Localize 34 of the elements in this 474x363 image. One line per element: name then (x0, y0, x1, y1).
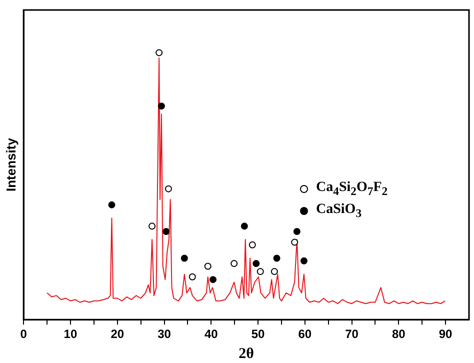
point (270, 268, 278, 276)
point (256, 268, 264, 276)
point (188, 273, 196, 280)
x-tick-label: 90 (438, 327, 453, 342)
point (148, 222, 156, 230)
point (293, 228, 300, 236)
point (164, 185, 172, 192)
x-tick-label: 40 (204, 327, 218, 342)
x-tick-label: 50 (251, 327, 266, 342)
point (162, 228, 170, 236)
point (252, 260, 260, 268)
point (300, 257, 308, 264)
point (180, 254, 188, 262)
point (156, 49, 163, 56)
point (108, 201, 116, 208)
x-tick-label: 20 (110, 327, 124, 342)
point (248, 241, 256, 248)
legend-label: Ca$_{4}$Si$_{2}$O$_{7}$F$_{2}$ (316, 180, 388, 198)
point (291, 238, 298, 246)
point (158, 102, 165, 110)
x-tick-label: 30 (158, 327, 172, 342)
point (210, 276, 217, 284)
x-axis-title: 2θ (238, 346, 254, 362)
point (230, 260, 238, 268)
y-axis-title: Intensity (3, 137, 18, 192)
x-tick-label: 60 (298, 327, 312, 342)
point (204, 262, 212, 270)
x-tick-label: 80 (392, 327, 406, 342)
x-tick-label: 10 (64, 327, 78, 342)
point (273, 254, 280, 262)
x-tick-label: 70 (345, 327, 359, 342)
x-tick-label: 0 (20, 327, 28, 342)
legend-label: CaSiO$_{3}$ (316, 202, 362, 220)
point (240, 222, 248, 230)
